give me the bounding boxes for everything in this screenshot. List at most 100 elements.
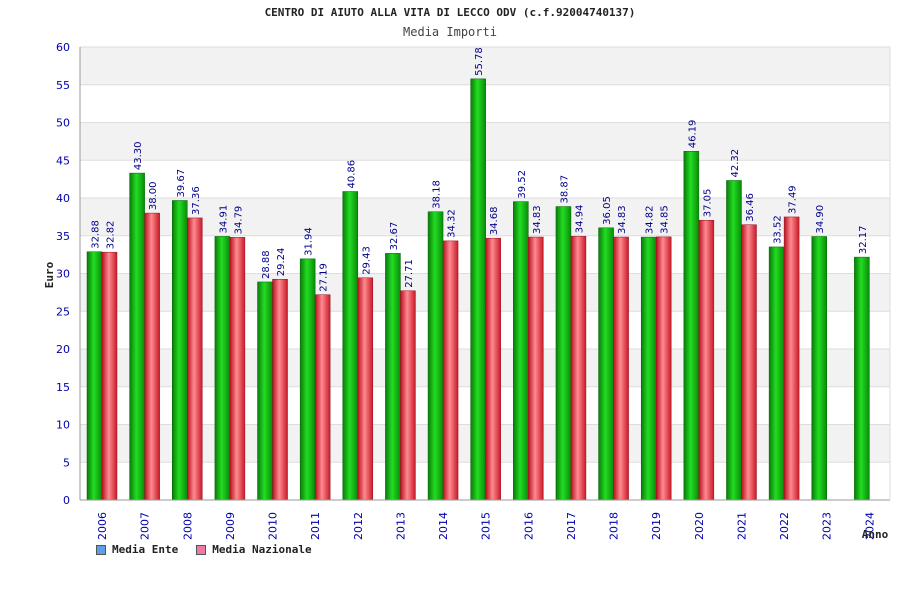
bar-ente — [299, 258, 316, 501]
bar-ente — [470, 78, 486, 501]
bar-nazionale — [357, 277, 374, 501]
bar-nazionale — [187, 217, 203, 501]
data-label-ente: 38.18 — [432, 180, 443, 209]
data-label-nazionale: 29.24 — [276, 248, 287, 277]
bar-nazionale — [101, 251, 118, 501]
data-label-ente: 28.88 — [261, 250, 272, 279]
legend-swatch-ente — [96, 544, 106, 555]
data-label-nazionale: 27.19 — [319, 263, 330, 292]
bar-ente — [513, 201, 529, 501]
legend: Media Ente Media Nazionale — [96, 543, 312, 556]
data-label-ente: 34.82 — [645, 205, 656, 234]
bar-ente — [555, 206, 572, 501]
data-label-nazionale: 27.71 — [404, 259, 415, 288]
x-tick-label: 2022 — [778, 512, 791, 540]
x-tick-label: 2019 — [650, 512, 663, 540]
x-tick-label: 2013 — [394, 512, 407, 540]
data-label-nazionale: 34.32 — [447, 209, 458, 238]
bar-ente — [811, 236, 827, 501]
data-label-ente: 39.67 — [176, 169, 187, 198]
bar-ente — [342, 191, 359, 501]
data-label-nazionale: 37.36 — [191, 186, 202, 215]
bar-ente — [86, 251, 103, 501]
bar-ente — [214, 236, 231, 501]
data-label-nazionale: 38.00 — [148, 181, 159, 210]
x-tick-label: 2007 — [139, 512, 152, 540]
x-tick-label: 2023 — [821, 512, 834, 540]
bars — [86, 78, 870, 501]
data-label-nazionale: 29.43 — [361, 246, 372, 275]
data-label-nazionale: 34.79 — [233, 206, 244, 235]
x-tick-label: 2006 — [96, 512, 109, 540]
data-label-nazionale: 32.82 — [106, 221, 117, 250]
bar-ente — [854, 256, 870, 501]
bar-nazionale — [314, 294, 331, 501]
bar-nazionale — [655, 236, 672, 501]
data-label-ente: 43.30 — [133, 141, 144, 170]
data-label-ente: 32.67 — [389, 222, 400, 251]
x-tick-label: 2016 — [522, 512, 535, 540]
data-label-nazionale: 34.85 — [660, 205, 671, 234]
bar-ente — [172, 200, 188, 501]
data-label-ente: 31.94 — [304, 227, 315, 256]
y-axis-label: Euro — [43, 261, 56, 288]
data-labels: 32.88 32.82 43.30 38.00 39.67 37.36 34.91 34.79… — [91, 47, 869, 291]
x-tick-label: 2015 — [480, 512, 493, 540]
x-tick-label: 2021 — [735, 512, 748, 540]
y-tick-label: 5 — [63, 456, 70, 469]
x-tick-label: 2024 — [863, 512, 876, 540]
x-tick-label: 2014 — [437, 512, 450, 540]
x-tick-label: 2011 — [309, 512, 322, 540]
data-label-nazionale: 34.68 — [489, 207, 500, 236]
bar-nazionale — [400, 290, 416, 501]
x-tick-label: 2017 — [565, 512, 578, 540]
bar-ente — [598, 227, 614, 501]
axes: 0 5 10 15 20 25 30 35 40 45 50 55 60 2006 2007 2008 2009… — [56, 41, 891, 540]
x-tick-label: 2008 — [181, 512, 194, 540]
grid-band — [80, 47, 890, 85]
x-tick-label: 2009 — [224, 512, 237, 540]
data-label-ente: 32.17 — [858, 225, 869, 254]
legend-label-ente: Media Ente — [112, 543, 179, 556]
y-tick-label: 30 — [56, 268, 70, 281]
bar-nazionale — [144, 212, 160, 501]
legend-swatch-nazionale — [196, 544, 207, 555]
data-label-ente: 34.91 — [218, 205, 229, 234]
bar-ente — [640, 236, 657, 501]
data-label-ente: 42.32 — [730, 149, 741, 178]
data-label-ente: 38.87 — [559, 175, 570, 204]
chart-title: CENTRO DI AIUTO ALLA VITA DI LECCO ODV (… — [264, 6, 636, 19]
x-axis-label: Anno — [862, 528, 889, 541]
chart-subtitle: Media Importi — [403, 25, 497, 39]
y-tick-label: 45 — [56, 154, 70, 167]
data-label-nazionale: 37.49 — [788, 185, 799, 214]
data-label-ente: 32.88 — [91, 220, 102, 249]
y-tick-label: 40 — [56, 192, 70, 205]
x-tick-label: 2018 — [608, 512, 621, 540]
y-tick-label: 0 — [63, 494, 70, 507]
bar-ente — [768, 246, 785, 501]
y-tick-label: 35 — [56, 230, 70, 243]
x-tick-label: 2012 — [352, 512, 365, 540]
bar-ente — [683, 151, 700, 501]
bar-nazionale — [272, 278, 288, 501]
legend-item-ente: Media Ente — [96, 543, 178, 556]
bar-nazionale — [229, 237, 246, 501]
data-label-nazionale: 34.83 — [617, 205, 628, 234]
bar-nazionale — [485, 237, 501, 501]
data-label-ente: 40.86 — [346, 160, 357, 189]
bar-ente — [129, 172, 145, 501]
data-label-nazionale: 34.83 — [532, 205, 543, 234]
data-label-nazionale: 36.46 — [745, 193, 756, 222]
bar-nazionale — [741, 224, 757, 501]
bar-nazionale — [783, 216, 800, 501]
bar-ente — [257, 281, 273, 501]
y-tick-label: 15 — [56, 381, 70, 394]
bar-ente — [427, 211, 444, 501]
data-label-ente: 34.90 — [815, 205, 826, 234]
bar-nazionale — [442, 240, 459, 501]
data-label-ente: 39.52 — [517, 170, 528, 199]
x-tick-label: 2010 — [267, 512, 280, 540]
bar-ente — [385, 253, 401, 501]
